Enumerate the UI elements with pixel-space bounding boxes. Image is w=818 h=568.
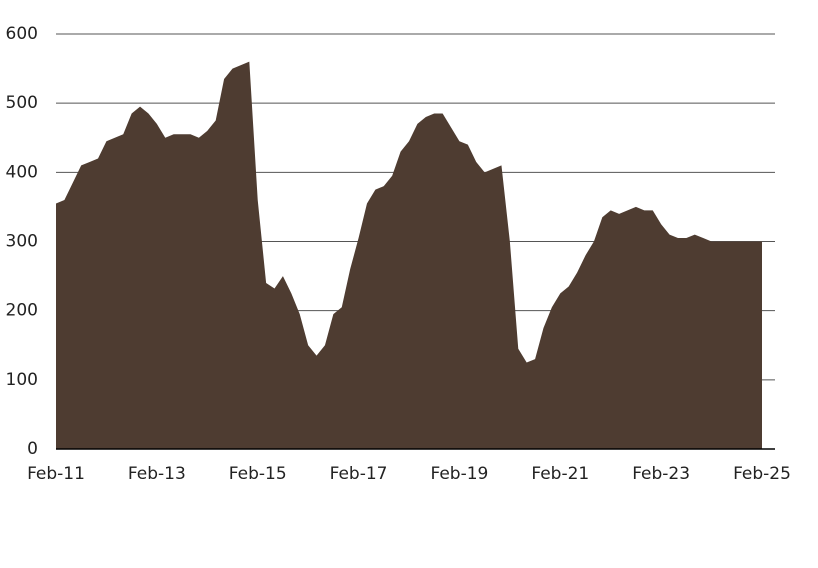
y-tick-label: 300 — [6, 232, 38, 252]
x-tick-label: Feb-13 — [128, 464, 186, 484]
y-tick-label: 600 — [6, 24, 38, 44]
x-tick-label: Feb-17 — [330, 464, 388, 484]
x-tick-label: Feb-19 — [430, 464, 488, 484]
x-tick-label: Feb-25 — [733, 464, 791, 484]
y-tick-label: 400 — [6, 162, 38, 182]
y-tick-label: 200 — [6, 301, 38, 321]
y-tick-label: 0 — [27, 439, 38, 459]
y-tick-label: 100 — [6, 370, 38, 390]
area — [56, 61, 762, 450]
x-tick-label: Feb-21 — [531, 464, 589, 484]
y-tick-label: 500 — [6, 93, 38, 113]
x-tick-label: Feb-15 — [229, 464, 287, 484]
x-tick-label: Feb-23 — [632, 464, 690, 484]
x-tick-label: Feb-11 — [27, 464, 85, 484]
